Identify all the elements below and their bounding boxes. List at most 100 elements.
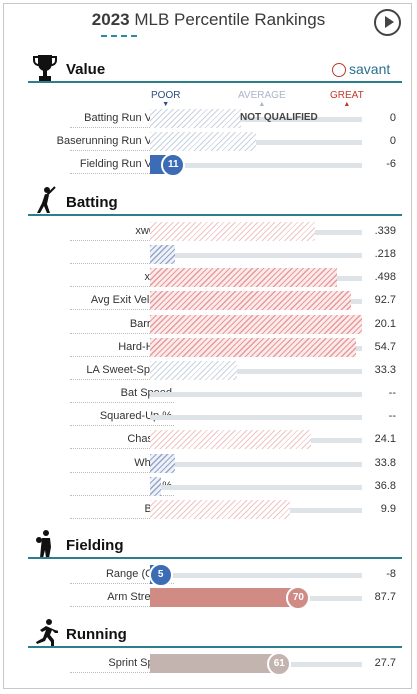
row-leader bbox=[70, 355, 174, 357]
percentile-bar bbox=[150, 132, 256, 151]
scale-poor: POOR ▼ bbox=[151, 90, 180, 108]
row-leader bbox=[70, 378, 174, 380]
section-header-fielding: Fielding bbox=[28, 530, 402, 559]
metric-value: -- bbox=[388, 387, 396, 400]
row-leader bbox=[70, 448, 174, 450]
metric-row[interactable]: Sprint Speed 61 27.7 bbox=[28, 652, 402, 676]
metric-row[interactable]: Squared-Up % -- bbox=[28, 406, 402, 428]
metric-row[interactable]: LA Sweet-Spot % 33.3 bbox=[28, 360, 402, 382]
row-leader bbox=[70, 309, 174, 311]
metric-row[interactable]: xwOBA.339 bbox=[28, 221, 402, 243]
percentile-badge: 11 bbox=[161, 153, 186, 177]
row-leader bbox=[70, 471, 174, 473]
metric-row[interactable]: Range (OAA) 5 -8 bbox=[28, 563, 402, 587]
baseball-icon bbox=[332, 63, 346, 77]
runner-icon bbox=[36, 619, 58, 648]
metric-value: 36.8 bbox=[374, 479, 396, 492]
section-rule bbox=[28, 646, 402, 648]
metric-row[interactable]: Bat Speed -- bbox=[28, 383, 402, 405]
fielder-icon bbox=[36, 530, 51, 558]
metric-value: 20.1 bbox=[374, 317, 396, 330]
section-title-fielding: Fielding bbox=[66, 537, 124, 554]
metric-row[interactable]: xBA.218 bbox=[28, 244, 402, 266]
metric-value: -- bbox=[388, 410, 396, 423]
percentile-bar bbox=[150, 337, 356, 357]
percentile-track bbox=[150, 163, 362, 168]
batter-icon bbox=[37, 186, 56, 213]
scale-great: GREAT ▲ bbox=[330, 90, 364, 108]
metric-value: .339 bbox=[374, 225, 396, 237]
percentile-track bbox=[150, 392, 362, 398]
percentile-badge: 70 bbox=[286, 586, 311, 610]
metric-row[interactable]: Arm Strength 70 87.7 bbox=[28, 586, 402, 610]
play-icon[interactable] bbox=[374, 9, 401, 36]
metric-value: .498 bbox=[374, 271, 396, 284]
metric-row[interactable]: Barrel %20.1 bbox=[28, 314, 402, 336]
row-leader bbox=[70, 173, 174, 174]
metric-row[interactable]: Hard-Hit % 54.7 bbox=[28, 337, 402, 359]
percentile-bar bbox=[150, 430, 312, 450]
metric-value: 54.7 bbox=[374, 340, 396, 353]
section-title-value: Value bbox=[66, 61, 106, 78]
metric-value: -6 bbox=[386, 158, 396, 170]
percentile-track bbox=[150, 461, 362, 467]
metric-value: 0 bbox=[389, 135, 396, 147]
row-leader bbox=[70, 332, 174, 334]
percentile-track bbox=[150, 415, 362, 421]
metric-value: .218 bbox=[374, 248, 396, 261]
percentile-bar bbox=[150, 268, 337, 288]
metric-row[interactable]: Batting Run Value 0 NOT QUALIFIED bbox=[28, 108, 402, 130]
metric-label: Fielding Run Value bbox=[79, 158, 172, 170]
percentile-bar bbox=[150, 453, 176, 473]
percentile-bar bbox=[150, 291, 352, 311]
percentile-bar bbox=[150, 314, 362, 334]
row-leader bbox=[70, 672, 174, 673]
title-year: 2023 bbox=[91, 10, 130, 29]
percentile-track bbox=[150, 117, 362, 122]
percentile-badge: 5 bbox=[148, 563, 173, 587]
percentile-track bbox=[150, 368, 362, 374]
trophy-icon bbox=[33, 55, 57, 81]
row-leader bbox=[70, 517, 174, 519]
row-leader bbox=[70, 263, 174, 265]
metric-row[interactable]: Baserunning Run Value 0 bbox=[28, 131, 402, 153]
rankings-card bbox=[3, 3, 412, 689]
percentile-track bbox=[150, 140, 362, 145]
section-rule bbox=[28, 557, 402, 559]
metric-row[interactable]: Avg Exit Velocity 92.7 bbox=[28, 290, 402, 312]
section-rule bbox=[28, 214, 402, 216]
row-leader bbox=[70, 150, 174, 151]
metric-value: 9.9 bbox=[380, 502, 396, 515]
metric-value: 27.7 bbox=[374, 657, 396, 669]
percentile-bar bbox=[150, 360, 237, 380]
row-leader bbox=[70, 240, 174, 241]
section-title-batting: Batting bbox=[66, 194, 118, 211]
percentile-bar bbox=[150, 222, 316, 241]
savant-logo[interactable]: savant bbox=[332, 61, 390, 77]
row-leader bbox=[70, 425, 174, 427]
metric-row[interactable]: xSLG.498 bbox=[28, 267, 402, 289]
section-header-batting: Batting bbox=[28, 186, 402, 216]
row-leader bbox=[70, 583, 174, 584]
metric-label: Baserunning Run Value bbox=[56, 135, 172, 147]
metric-value: 33.8 bbox=[374, 456, 396, 469]
metric-row[interactable]: Whiff %33.8 bbox=[28, 453, 402, 475]
metric-value: 33.3 bbox=[374, 363, 396, 376]
scale-great-label: GREAT bbox=[330, 90, 364, 101]
section-rule bbox=[28, 81, 402, 83]
page-title: 2023 MLB Percentile Rankings bbox=[0, 10, 417, 30]
metric-row[interactable]: BB %9.9 bbox=[28, 499, 402, 521]
percentile-badge: 61 bbox=[267, 652, 292, 676]
metric-value: -8 bbox=[386, 568, 396, 580]
metric-row[interactable]: Chase %24.1 bbox=[28, 429, 402, 451]
percentile-track bbox=[150, 484, 362, 490]
row-leader bbox=[70, 402, 174, 404]
metric-row[interactable]: K %36.8 bbox=[28, 476, 402, 498]
metric-value: 0 bbox=[389, 112, 396, 124]
percentile-bar bbox=[150, 109, 242, 128]
poor-arrow-icon: ▼ bbox=[162, 101, 170, 108]
metric-row[interactable]: Fielding Run Value 11 -6 bbox=[28, 153, 402, 177]
percentile-bar bbox=[150, 245, 176, 265]
title-text: MLB Percentile Rankings bbox=[134, 10, 326, 29]
row-leader bbox=[70, 606, 174, 607]
